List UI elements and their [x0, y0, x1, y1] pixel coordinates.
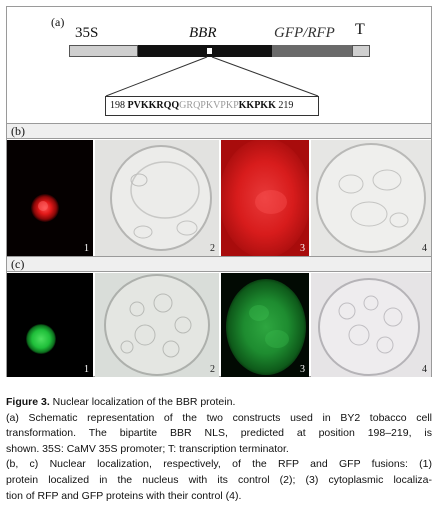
segment-terminator — [352, 45, 370, 57]
panel-a-schematic: (a) 35S BBR GFP/RFP T 198 PVKKRQQGRQPKVP… — [7, 7, 431, 123]
caption-line-5: (b, c) Nuclear localization, respectivel… — [6, 458, 432, 471]
caption-line-6: protein localized in the nucleus with it… — [6, 473, 432, 486]
label-bbr: BBR — [189, 25, 217, 41]
sequence-part1: PVKKRQQ — [127, 100, 180, 111]
figure-frame: (a) 35S BBR GFP/RFP T 198 PVKKRQQGRQPKVP… — [6, 6, 432, 377]
caption-title-rest: Nuclear localization of the BBR protein. — [49, 396, 236, 408]
sequence-end: 219 — [278, 100, 294, 111]
panel-c-images: 1 2 — [7, 273, 431, 377]
segment-35s-promoter — [69, 45, 138, 57]
nls-sequence-box: 198 PVKKRQQGRQPKVPKPKKPKK 219 — [105, 96, 319, 116]
image-number-c4: 4 — [422, 364, 427, 375]
panel-b-header: (b) — [7, 123, 431, 139]
panel-c-label: (c) — [11, 257, 25, 271]
panel-c-header: (c) — [7, 256, 431, 272]
label-gfp-rfp: GFP/RFP — [274, 25, 335, 41]
label-terminator: T — [355, 21, 365, 38]
sequence-part3: KKPKK — [238, 100, 276, 111]
zoom-lines — [105, 56, 319, 97]
panel-a-label: (a) — [51, 15, 65, 29]
image-number-b3: 3 — [300, 243, 305, 254]
panel-b-label: (b) — [11, 124, 25, 138]
caption-line-3: transformation. The bipartite BBR NLS, p… — [6, 427, 432, 440]
rfp-cytoplasmic-image: 3 — [221, 140, 309, 256]
image-number-c1: 1 — [84, 364, 89, 375]
segment-nls-marker — [207, 48, 212, 54]
image-number-c3: 3 — [300, 364, 305, 375]
caption-line-2: (a) Schematic representation of the two … — [6, 411, 432, 424]
gfp-cytoplasmic-image: 3 — [221, 273, 309, 377]
gfp-cytoplasmic-control-image: 4 — [311, 273, 431, 377]
image-number-b2: 2 — [210, 243, 215, 254]
panel-b-images: 1 2 — [7, 140, 431, 256]
segment-gfp-rfp — [272, 45, 352, 57]
rfp-cytoplasmic-control-image: 4 — [311, 140, 431, 256]
caption-title-bold: Figure 3. — [6, 396, 50, 408]
caption-title-line: Figure 3. Nuclear localization of the BB… — [6, 395, 432, 411]
image-number-c2: 2 — [210, 364, 215, 375]
image-number-b4: 4 — [422, 243, 427, 254]
label-35s: 35S — [75, 25, 99, 41]
figure-caption: Figure 3. Nuclear localization of the BB… — [6, 395, 432, 504]
caption-line-7: tion of RFP and GFP proteins with their … — [6, 489, 242, 502]
segment-bbr — [138, 45, 272, 57]
gfp-nucleus-image: 1 — [7, 273, 93, 377]
sequence-part2: GRQPKVPKP — [179, 100, 239, 111]
rfp-nucleus-image: 1 — [7, 140, 93, 256]
image-number-b1: 1 — [84, 243, 89, 254]
gfp-nucleus-control-image: 2 — [95, 273, 219, 377]
rfp-nucleus-control-image: 2 — [95, 140, 219, 256]
sequence-start: 198 — [110, 100, 125, 111]
caption-line-4: shown. 35S: CaMV 35S promoter; T: transc… — [6, 442, 289, 455]
